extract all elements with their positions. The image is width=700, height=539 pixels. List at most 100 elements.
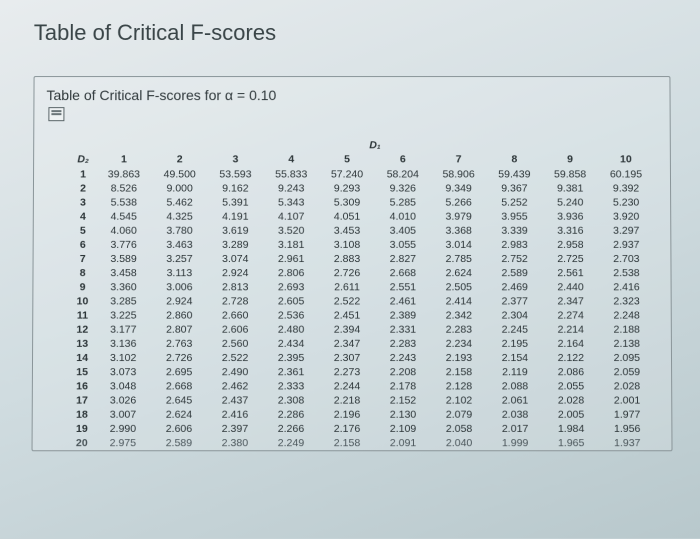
cell: 3.936 [542, 210, 598, 224]
cell: 9.243 [263, 181, 319, 195]
cell: 2.176 [319, 422, 375, 436]
row-header: 3 [70, 196, 96, 210]
cell: 5.240 [542, 196, 598, 210]
cell: 5.252 [487, 196, 543, 210]
cell: 2.645 [151, 393, 207, 407]
col-header: 3 [208, 152, 264, 166]
cell: 2.752 [487, 252, 543, 266]
cell: 2.331 [375, 323, 431, 337]
cell: 2.611 [319, 280, 375, 294]
cell: 57.240 [319, 166, 375, 181]
cell: 53.593 [208, 166, 264, 181]
table-row: 153.0732.6952.4902.3612.2732.2082.1582.1… [69, 365, 655, 379]
table-row: 139.86349.50053.59355.83357.24058.20458.… [70, 166, 654, 181]
cell: 2.469 [487, 280, 543, 294]
table-row: 28.5269.0009.1629.2439.2939.3269.3499.36… [70, 181, 654, 195]
cell: 2.347 [543, 294, 599, 308]
cell: 3.316 [542, 224, 598, 238]
cell: 9.381 [542, 181, 598, 195]
cell: 2.061 [487, 393, 543, 407]
cell: 2.462 [207, 379, 263, 393]
cell: 2.286 [263, 408, 319, 422]
table-row: 183.0072.6242.4162.2862.1962.1302.0792.0… [69, 408, 655, 422]
cell: 2.218 [319, 393, 375, 407]
cell: 2.660 [207, 308, 263, 322]
cell: 3.108 [319, 238, 375, 252]
cell: 2.086 [543, 365, 599, 379]
prefs-icon[interactable] [48, 107, 64, 121]
cell: 4.060 [96, 224, 152, 238]
cell: 2.130 [375, 408, 431, 422]
row-header: 1 [70, 166, 96, 181]
cell: 5.391 [207, 196, 263, 210]
cell: 9.392 [598, 181, 654, 195]
cell: 2.451 [319, 308, 375, 322]
cell: 2.128 [431, 379, 487, 393]
cell: 2.538 [598, 266, 654, 280]
row-header: 11 [69, 308, 95, 322]
cell: 2.726 [319, 266, 375, 280]
d1-row: D₁ [70, 138, 654, 152]
cell: 3.073 [95, 365, 151, 379]
cell: 9.000 [152, 181, 208, 195]
cell: 1.999 [487, 436, 543, 450]
cell: 3.102 [95, 351, 151, 365]
cell: 3.289 [207, 238, 263, 252]
col-header: 4 [263, 152, 319, 166]
table-row: 192.9902.6062.3972.2662.1762.1092.0582.0… [69, 422, 655, 436]
cell: 2.058 [431, 422, 487, 436]
cell: 2.813 [207, 280, 263, 294]
cell: 2.589 [487, 266, 543, 280]
cell: 2.138 [599, 337, 655, 351]
row-header: 19 [69, 422, 95, 436]
cell: 3.006 [151, 280, 207, 294]
cell: 2.304 [487, 308, 543, 322]
cell: 3.074 [207, 252, 263, 266]
row-header: 5 [70, 224, 96, 238]
cell: 2.983 [487, 238, 543, 252]
row-header: 18 [69, 408, 95, 422]
cell: 4.107 [263, 210, 319, 224]
table-row: 103.2852.9242.7282.6052.5222.4612.4142.3… [69, 294, 654, 308]
table-row: 202.9752.5892.3802.2492.1582.0912.0401.9… [69, 436, 656, 450]
cell: 9.349 [431, 181, 487, 195]
cell: 2.102 [431, 393, 487, 407]
row-header: 6 [70, 238, 96, 252]
cell: 2.937 [598, 238, 654, 252]
cell: 5.285 [375, 196, 431, 210]
cell: 3.979 [431, 210, 487, 224]
cell: 2.214 [543, 323, 599, 337]
cell: 60.195 [598, 166, 654, 181]
cell: 2.119 [487, 365, 543, 379]
cell: 3.920 [598, 210, 654, 224]
col-header: 6 [375, 152, 431, 166]
cell: 2.883 [319, 252, 375, 266]
cell: 5.230 [598, 196, 654, 210]
cell: 2.728 [207, 294, 263, 308]
cell: 4.325 [152, 210, 208, 224]
cell: 2.397 [207, 422, 263, 436]
cell: 2.605 [263, 294, 319, 308]
cell: 5.309 [319, 196, 375, 210]
sub-title: Table of Critical F-scores for α = 0.10 [46, 87, 657, 103]
col-header: 5 [319, 152, 375, 166]
cell: 55.833 [263, 166, 319, 181]
d2-label: D₂ [70, 152, 96, 166]
cell: 3.453 [319, 224, 375, 238]
cell: 1.977 [599, 408, 655, 422]
cell: 9.326 [375, 181, 431, 195]
cell: 2.273 [319, 365, 375, 379]
cell: 2.990 [95, 422, 151, 436]
cell: 2.434 [263, 337, 319, 351]
cell: 3.257 [151, 252, 207, 266]
cell: 2.088 [487, 379, 543, 393]
cell: 2.307 [319, 351, 375, 365]
row-header: 16 [69, 379, 95, 393]
cell: 2.414 [431, 294, 487, 308]
cell: 2.693 [263, 280, 319, 294]
cell: 3.048 [95, 379, 151, 393]
cell: 2.490 [207, 365, 263, 379]
cell: 2.606 [207, 323, 263, 337]
cell: 2.243 [375, 351, 431, 365]
cell: 2.377 [487, 294, 543, 308]
